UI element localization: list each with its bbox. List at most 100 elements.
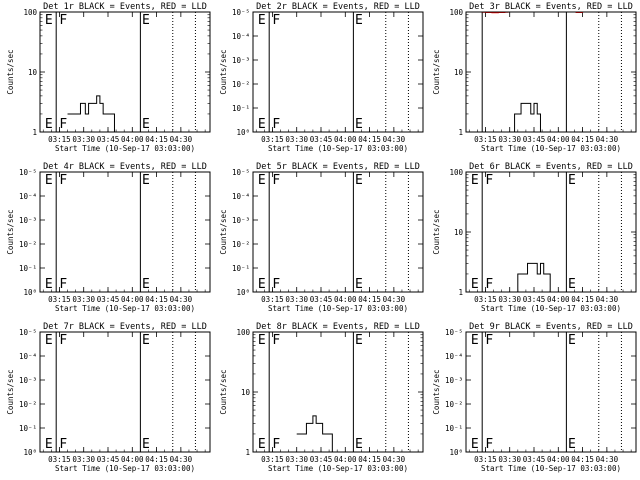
x-tick-label: 03:30 bbox=[498, 295, 521, 304]
flag-label-bottom: E bbox=[258, 117, 266, 132]
plot-frame bbox=[39, 331, 211, 453]
flag-label: E bbox=[355, 13, 363, 28]
flag-label: F bbox=[272, 333, 280, 348]
y-tick-label: 10⁻¹ bbox=[19, 424, 37, 433]
x-tick-label: 03:30 bbox=[498, 455, 521, 464]
y-axis-label: Counts/sec bbox=[432, 209, 441, 254]
x-tick-label: 03:15 bbox=[474, 295, 497, 304]
x-tick-label: 04:00 bbox=[547, 455, 570, 464]
x-tick-label: 03:45 bbox=[97, 455, 120, 464]
y-tick-label: 10 bbox=[454, 228, 464, 237]
flag-label-bottom: E bbox=[142, 117, 150, 132]
flag-label-bottom: F bbox=[59, 277, 67, 292]
x-tick-label: 04:15 bbox=[571, 135, 594, 144]
y-tick-label: 100 bbox=[449, 168, 463, 177]
x-tick-label: 04:30 bbox=[170, 455, 193, 464]
x-tick-label: 04:00 bbox=[547, 295, 570, 304]
y-axis-label: Counts/sec bbox=[432, 49, 441, 94]
x-tick-label: 03:45 bbox=[310, 135, 333, 144]
flag-label: F bbox=[272, 13, 280, 28]
data-series-1 bbox=[511, 102, 541, 132]
flag-label: E bbox=[45, 333, 53, 348]
x-axis-label: Start Time (10-Sep-17 03:03:00) bbox=[55, 304, 195, 313]
flag-label-bottom: E bbox=[471, 437, 479, 452]
flag-label: E bbox=[142, 173, 150, 188]
x-tick-label: 04:00 bbox=[334, 135, 357, 144]
flag-label-bottom: E bbox=[45, 117, 53, 132]
y-tick-label: 10⁻³ bbox=[19, 216, 37, 225]
panel-title: Det 5r BLACK = Events, RED = LLD bbox=[256, 162, 420, 172]
x-tick-label: 03:15 bbox=[48, 455, 71, 464]
detector-panel-7: Det 7r BLACK = Events, RED = LLD Counts/s… bbox=[6, 322, 211, 473]
flag-label-bottom: E bbox=[355, 117, 363, 132]
y-tick-label: 10⁻⁵ bbox=[445, 328, 463, 337]
data-series-3 bbox=[572, 12, 587, 14]
y-tick-label: 10⁻¹ bbox=[19, 264, 37, 273]
y-tick-label: 10⁻⁴ bbox=[232, 192, 250, 201]
x-tick-label: 03:15 bbox=[474, 135, 497, 144]
y-tick-label: 10⁻⁴ bbox=[445, 352, 463, 361]
x-tick-label: 03:30 bbox=[498, 135, 521, 144]
panel-title: Det 3r BLACK = Events, RED = LLD bbox=[469, 2, 633, 12]
y-tick-label: 10⁻¹ bbox=[232, 104, 250, 113]
panel-title: Det 7r BLACK = Events, RED = LLD bbox=[43, 322, 207, 332]
data-series-1 bbox=[514, 262, 554, 292]
flag-label-bottom: F bbox=[272, 437, 280, 452]
x-axis-label: Start Time (10-Sep-17 03:03:00) bbox=[268, 304, 408, 313]
y-tick-label: 10⁻² bbox=[19, 400, 37, 409]
plot-frame bbox=[252, 171, 424, 293]
plot-frame bbox=[465, 171, 637, 293]
flag-label: F bbox=[485, 173, 493, 188]
flag-label-bottom: E bbox=[258, 437, 266, 452]
x-tick-label: 04:15 bbox=[358, 135, 381, 144]
plot-frame bbox=[465, 11, 637, 133]
plot-frame bbox=[465, 331, 637, 453]
y-tick-label: 1 bbox=[458, 288, 463, 297]
flag-label-bottom: E bbox=[142, 277, 150, 292]
x-tick-label: 04:30 bbox=[383, 295, 406, 304]
y-tick-label: 10⁻² bbox=[232, 80, 250, 89]
detector-panel-9: Det 9r BLACK = Events, RED = LLD Counts/s… bbox=[432, 322, 637, 473]
x-tick-label: 04:30 bbox=[596, 135, 619, 144]
x-tick-label: 04:30 bbox=[596, 295, 619, 304]
x-tick-label: 04:30 bbox=[383, 135, 406, 144]
y-axis-label: Counts/sec bbox=[432, 369, 441, 414]
flag-label-bottom: F bbox=[59, 437, 67, 452]
flag-label-bottom: E bbox=[258, 277, 266, 292]
y-tick-label: 10⁰ bbox=[23, 448, 37, 457]
y-tick-label: 100 bbox=[236, 328, 250, 337]
y-tick-label: 1 bbox=[458, 128, 463, 137]
x-tick-label: 04:15 bbox=[145, 135, 168, 144]
y-axis-label: Counts/sec bbox=[219, 209, 228, 254]
x-tick-label: 03:15 bbox=[474, 455, 497, 464]
x-tick-label: 04:30 bbox=[170, 295, 193, 304]
x-tick-label: 03:15 bbox=[261, 455, 284, 464]
y-tick-label: 10⁻² bbox=[19, 240, 37, 249]
data-series-2 bbox=[478, 12, 512, 14]
x-tick-label: 03:45 bbox=[523, 295, 546, 304]
y-tick-label: 10⁰ bbox=[236, 288, 250, 297]
flag-label-bottom: E bbox=[45, 437, 53, 452]
x-tick-label: 03:30 bbox=[285, 135, 308, 144]
flag-label-bottom: E bbox=[45, 277, 53, 292]
x-tick-label: 04:30 bbox=[170, 135, 193, 144]
panel-title: Det 6r BLACK = Events, RED = LLD bbox=[469, 162, 633, 172]
flag-label: E bbox=[355, 173, 363, 188]
flag-label: F bbox=[272, 173, 280, 188]
detector-panel-2: Det 2r BLACK = Events, RED = LLD Counts/s… bbox=[219, 2, 424, 153]
x-tick-label: 03:45 bbox=[310, 455, 333, 464]
flag-label-bottom: F bbox=[485, 437, 493, 452]
flag-label: E bbox=[568, 173, 576, 188]
x-tick-label: 03:15 bbox=[48, 295, 71, 304]
plot-frame bbox=[39, 11, 211, 133]
flag-label-bottom: E bbox=[568, 437, 576, 452]
y-axis-label: Counts/sec bbox=[219, 49, 228, 94]
flag-label-bottom: F bbox=[272, 117, 280, 132]
y-tick-label: 10⁰ bbox=[236, 128, 250, 137]
x-tick-label: 04:15 bbox=[571, 295, 594, 304]
y-tick-label: 10⁻³ bbox=[19, 376, 37, 385]
x-tick-label: 04:00 bbox=[121, 455, 144, 464]
x-tick-label: 04:15 bbox=[358, 295, 381, 304]
flag-label-bottom: E bbox=[142, 437, 150, 452]
y-tick-label: 100 bbox=[23, 8, 37, 17]
